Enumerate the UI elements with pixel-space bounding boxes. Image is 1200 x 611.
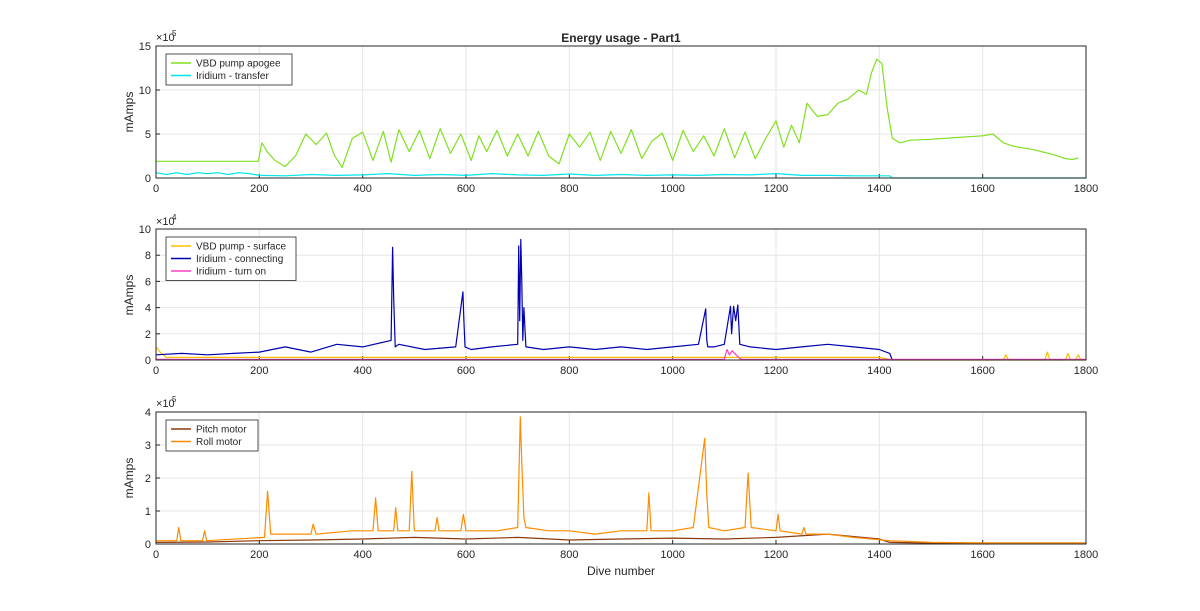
y-tick-label: 3	[145, 440, 151, 452]
x-tick-label: 800	[560, 183, 578, 195]
x-tick-label: 1800	[1074, 183, 1098, 195]
legend-label: Iridium - turn on	[196, 267, 266, 278]
x-tick-label: 400	[353, 183, 371, 195]
panel-top: 0 200 400 600 800 1000 1200 1400 1600 1800 0 5 10 15 V…	[122, 29, 1098, 195]
legend-label: Iridium - connecting	[196, 254, 283, 265]
y-tick-label: 1	[145, 506, 151, 518]
panel-middle: 0 200 400 600 800 1000 1200 1400 1600 1800 0 2 4 6 8 10…	[122, 213, 1098, 377]
y-axis-label: mAmps	[122, 92, 136, 133]
axes-frame	[155, 228, 1087, 361]
y-exponent-power: 4	[172, 213, 177, 222]
y-tick-label: 8	[145, 250, 151, 262]
legend-label: VBD pump - surface	[196, 242, 286, 253]
x-tick-label: 1600	[970, 549, 994, 561]
y-exponent-middle: ×10 4	[156, 213, 177, 228]
series-line-iridium-connecting	[155, 238, 893, 361]
x-tick-label: 1400	[867, 365, 891, 377]
x-tick-label: 0	[153, 549, 159, 561]
y-tick-label: 6	[145, 276, 151, 288]
axes-frame	[155, 411, 1087, 545]
y-tick-label: 0	[145, 173, 151, 185]
y-tick-label: 4	[145, 407, 151, 419]
x-tick-label: 200	[250, 365, 268, 377]
series-line-roll-motor	[156, 416, 1086, 544]
legend-box	[165, 53, 293, 86]
legend-label: Iridium - transfer	[196, 71, 269, 82]
y-exponent-power: 5	[172, 29, 177, 38]
x-tick-label: 1000	[660, 365, 684, 377]
x-tick-label: 1400	[867, 183, 891, 195]
series-line-vbd-pump-apogee	[156, 58, 1079, 168]
x-tick-label: 200	[250, 549, 268, 561]
x-tick-label: 1200	[764, 365, 788, 377]
panel-bottom: 0 200 400 600 800 1000 1200 1400 1600 1800 0 1 2 3 4 Pi…	[122, 395, 1098, 578]
x-tick-label: 1600	[970, 183, 994, 195]
y-tick-label: 10	[139, 85, 151, 97]
x-tick-label: 800	[560, 365, 578, 377]
x-tick-label: 600	[457, 365, 475, 377]
chart-title: Energy usage - Part1	[561, 31, 681, 45]
y-exponent-base: ×10	[156, 216, 175, 228]
x-tick-label: 0	[153, 365, 159, 377]
y-exponent-bottom: ×10 5	[156, 395, 177, 410]
y-tick-label: 2	[145, 473, 151, 485]
plot-area	[156, 46, 1086, 178]
x-tick-label: 200	[250, 183, 268, 195]
x-tick-label: 1200	[764, 549, 788, 561]
legend-label: Pitch motor	[196, 425, 247, 436]
y-tick-label: 0	[145, 539, 151, 551]
x-tick-label: 1400	[867, 549, 891, 561]
x-tick-label: 1000	[660, 183, 684, 195]
x-axis-label: Dive number	[587, 564, 655, 578]
y-tick-label: 2	[145, 329, 151, 341]
y-exponent-top: ×10 5	[156, 29, 177, 44]
y-exponent-base: ×10	[156, 398, 175, 410]
x-tick-label: 1200	[764, 183, 788, 195]
x-tick-label: 1000	[660, 549, 684, 561]
axes-frame	[155, 45, 1087, 179]
x-tick-label: 600	[457, 183, 475, 195]
y-axis-label: mAmps	[122, 275, 136, 316]
y-exponent-power: 5	[172, 395, 177, 404]
y-axis-label: mAmps	[122, 458, 136, 499]
legend-box	[165, 419, 259, 452]
x-tick-label: 800	[560, 549, 578, 561]
x-tick-label: 1600	[970, 365, 994, 377]
series-line-iridium-transfer	[155, 172, 1086, 179]
x-tick-label: 600	[457, 549, 475, 561]
legend-label: Roll motor	[196, 437, 242, 448]
x-tick-label: 400	[353, 365, 371, 377]
series-line-iridium-turn-on	[156, 348, 1086, 360]
x-tick-label: 0	[153, 183, 159, 195]
x-tick-label: 1800	[1074, 549, 1098, 561]
x-tick-label: 1800	[1074, 365, 1098, 377]
y-tick-label: 5	[145, 129, 151, 141]
legend-label: VBD pump apogee	[196, 59, 281, 70]
plot-area	[156, 229, 1086, 360]
x-tick-label: 400	[353, 549, 371, 561]
y-tick-label: 0	[145, 355, 151, 367]
y-tick-label: 4	[145, 303, 151, 315]
y-tick-label: 15	[139, 41, 151, 53]
y-exponent-base: ×10	[156, 32, 175, 44]
y-tick-label: 10	[139, 224, 151, 236]
